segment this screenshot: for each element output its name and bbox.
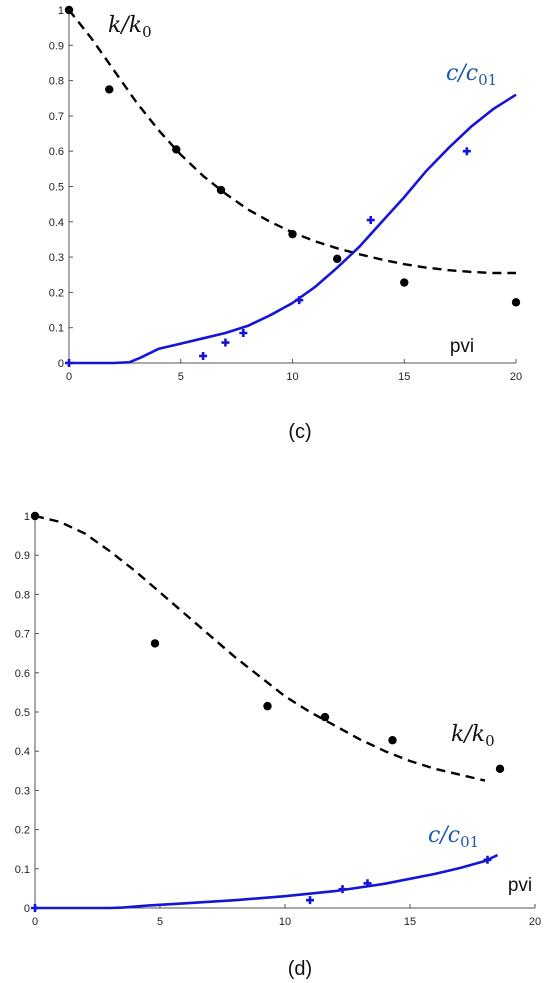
x-axis-label: pvi [450,336,474,357]
x-axis-label: pvi [508,875,532,896]
y-tick-label: 0.4 [15,746,30,758]
curve-label-base: c/c [446,61,478,86]
panel-label: (d) [288,958,312,980]
y-tick-label: 0.6 [49,146,64,158]
y-tick-label: 0.9 [15,550,30,562]
x-tick-label: 10 [286,371,298,383]
permeability-data-point [216,185,226,195]
y-tick-label: 0 [24,903,30,915]
y-tick-label: 0.6 [15,668,30,680]
x-tick-label: 15 [404,916,416,928]
concentration-data-point [65,359,73,367]
panel-d: 0 5 10 15 20 0 0.1 0.2 0.3 0.4 0.5 0.6 0.7 0.8 0.9 1 k/k… [15,511,541,980]
permeability-data-point [495,764,505,774]
permeability-data-point [64,5,74,15]
y-tick-label: 0.3 [15,785,30,797]
y-tick-label: 0.8 [15,589,30,601]
x-tick-label: 0 [66,371,72,383]
concentration-data-point [31,904,39,912]
permeability-data-point [333,254,342,264]
curve-label-base: c/c [428,823,460,848]
permeability-data-point [263,701,272,711]
x-tick-label: 10 [279,916,291,928]
concentration-data-point [366,216,375,225]
panel-label: (c) [288,421,311,443]
permeability-data-point [105,85,114,94]
permeability-data-point [172,145,181,154]
x-tick-label: 20 [510,371,522,383]
permeability-curve-label: k/k0 [108,13,152,41]
y-tick-label: 0.5 [49,182,64,194]
concentration-data-point [306,896,314,905]
concentration-curve-label: c/c01 [428,823,479,851]
concentration-data-point [483,855,492,864]
y-tick-label: 0.5 [15,707,30,719]
permeability-data-point [388,736,397,745]
curve-label-subscript: 01 [460,833,479,851]
concentration-data-point [363,879,372,888]
x-tick-label: 0 [32,916,38,928]
permeability-data-point [288,229,297,239]
curve-label-subscript: 0 [485,732,495,750]
y-tick-label: 0.7 [49,111,64,123]
curve-label-subscript: 01 [478,71,497,89]
concentration-data-point [199,351,208,360]
concentration-data-point [462,147,471,156]
y-tick-label: 0.9 [49,40,64,52]
y-tick-label: 0.3 [49,252,64,264]
y-tick-label: 1 [58,5,64,17]
permeability-data-point [400,278,409,287]
y-tick-label: 0.2 [15,825,30,837]
permeability-curve [34,514,486,782]
y-tick-label: 0.4 [49,217,64,229]
concentration-curve [35,853,499,910]
y-tick-label: 0.8 [49,76,64,88]
y-tick-label: 0 [58,358,64,370]
concentration-data-point [239,328,248,337]
x-tick-label: 5 [157,916,163,928]
concentration-data-point [221,338,230,347]
y-tick-label: 1 [24,511,30,523]
concentration-curve [69,93,517,365]
concentration-data-point [338,885,347,894]
y-tick-label: 0.7 [15,629,30,641]
x-tick-label: 5 [178,371,184,383]
y-tick-label: 0.2 [49,287,64,299]
permeability-data-point [320,712,330,722]
concentration-curve-label: c/c01 [446,61,497,89]
panel-c: 0 5 10 15 20 0 0.1 0.2 0.3 0.4 0.5 0.6 0.7 0.8 0.9 1 k/k… [49,5,522,443]
y-tick-label: 0.1 [49,323,64,335]
x-tick-label: 20 [529,916,541,928]
permeability-data-point [511,298,521,307]
curve-label-base: k/k [451,722,485,747]
x-tick-label: 15 [398,371,410,383]
permeability-curve-label: k/k0 [451,722,495,750]
curve-label-subscript: 0 [142,23,152,41]
permeability-data-point [150,639,160,648]
y-tick-label: 0.1 [15,864,30,876]
permeability-data-point [30,511,40,521]
concentration-data-point [295,296,304,305]
curve-label-base: k/k [108,13,142,38]
